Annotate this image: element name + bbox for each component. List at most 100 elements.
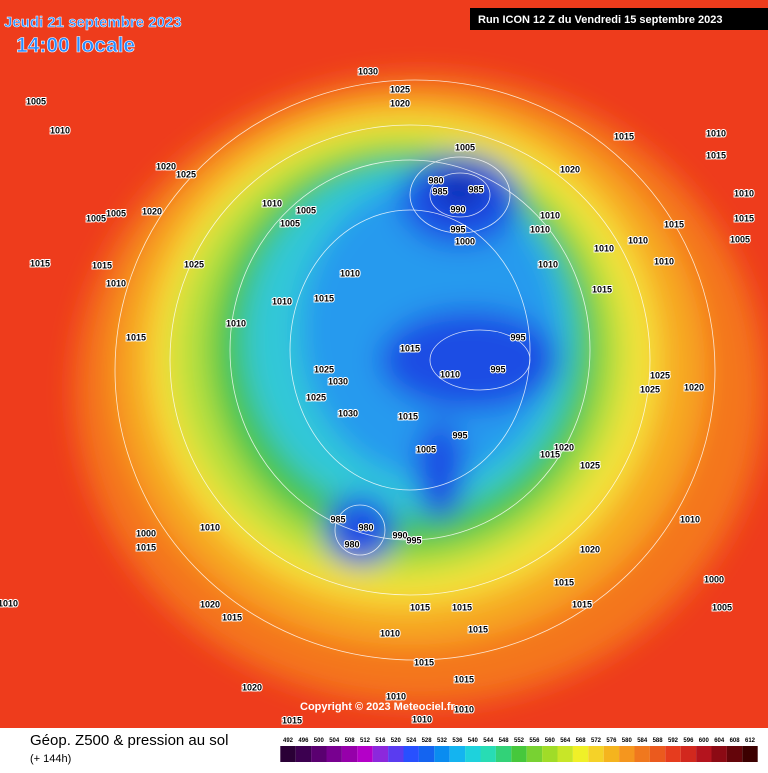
scale-swatch: [649, 746, 666, 762]
pressure-label: 1015: [554, 577, 574, 587]
pressure-label: 1025: [640, 384, 660, 394]
pressure-label: 1015: [572, 599, 592, 609]
scale-swatch: [280, 746, 296, 762]
pressure-label: 1005: [730, 234, 750, 244]
scale-label: 584: [637, 738, 648, 744]
pressure-label: 1010: [594, 243, 614, 253]
pressure-label: 1015: [222, 612, 242, 622]
pressure-label: 1005: [86, 213, 106, 223]
scale-label: 600: [699, 738, 710, 744]
pressure-label: 995: [510, 332, 525, 342]
scale-swatch: [665, 746, 681, 762]
pressure-label: 1020: [580, 544, 600, 554]
pressure-label: 1025: [580, 460, 600, 470]
scale-label: 508: [345, 738, 356, 744]
scale-label: 596: [683, 738, 694, 744]
scale-label: 504: [329, 738, 340, 744]
pressure-label: 1015: [664, 219, 684, 229]
scale-label: 524: [406, 738, 417, 744]
pressure-label: 990: [392, 530, 407, 540]
pressure-label: 990: [450, 204, 465, 214]
map-background: [0, 0, 768, 728]
scale-swatch: [711, 746, 727, 762]
scale-label: 516: [375, 738, 386, 744]
scale-label: 544: [483, 738, 494, 744]
pressure-labels: 1030102510201005101010201025100598598098…: [0, 65, 755, 726]
scale-label: 556: [529, 738, 540, 744]
forecast-date: Jeudi 21 septembre 2023: [4, 14, 182, 31]
pressure-label: 1005: [26, 96, 46, 106]
scale-label: 576: [606, 738, 617, 744]
pressure-label: 1020: [156, 161, 176, 171]
pressure-label: 1015: [30, 258, 50, 268]
pressure-label: 1010: [454, 704, 474, 714]
pressure-label: 1015: [540, 449, 560, 459]
pressure-label: 1010: [0, 598, 18, 608]
scale-swatch: [434, 746, 450, 762]
pressure-label: 1015: [136, 542, 156, 552]
pressure-label: 1005: [280, 218, 300, 228]
pressure-label: 1010: [680, 514, 700, 524]
pressure-label: 1005: [455, 142, 475, 152]
pressure-label: 1010: [654, 256, 674, 266]
scale-label: 520: [391, 738, 402, 744]
scale-label: 604: [714, 738, 725, 744]
scale-label: 540: [468, 738, 479, 744]
pressure-label: 1005: [416, 444, 436, 454]
pressure-label: 1010: [440, 369, 460, 379]
pressure-label: 1010: [50, 125, 70, 135]
scale-label: 592: [668, 738, 679, 744]
pressure-label: 1005: [712, 602, 732, 612]
scale-swatch: [588, 746, 604, 762]
pressure-label: 1015: [734, 213, 754, 223]
pressure-label: 1010: [628, 235, 648, 245]
scale-swatch: [495, 746, 512, 762]
scale-swatch: [465, 746, 481, 762]
scale-swatch: [341, 746, 358, 762]
pressure-label: 1030: [358, 66, 378, 76]
pressure-label: 1020: [684, 382, 704, 392]
scale-label: 552: [514, 738, 525, 744]
pressure-label: 1025: [176, 169, 196, 179]
pressure-label: 1025: [390, 84, 410, 94]
pressure-label: 1010: [380, 628, 400, 638]
scale-label: 560: [545, 738, 556, 744]
pressure-label: 1010: [272, 296, 292, 306]
forecast-time: 14:00 locale: [16, 34, 135, 57]
scale-label: 572: [591, 738, 602, 744]
pressure-label: 1020: [390, 98, 410, 108]
pressure-label: 1020: [142, 206, 162, 216]
scale-swatch: [418, 746, 435, 762]
pressure-label: 1025: [314, 364, 334, 374]
scale-swatch: [726, 746, 743, 762]
pressure-label: 1030: [328, 376, 348, 386]
pressure-label: 1015: [410, 602, 430, 612]
pressure-label: 995: [450, 224, 465, 234]
scale-label: 608: [730, 738, 741, 744]
scale-label: 492: [283, 738, 294, 744]
scale-swatch: [480, 746, 496, 762]
copyright: Copyright © 2023 Meteociel.fr: [300, 701, 456, 713]
pressure-label: 1015: [468, 624, 488, 634]
scale-swatch: [526, 746, 543, 762]
pressure-label: 1015: [454, 674, 474, 684]
pressure-label: 995: [490, 364, 505, 374]
pressure-label: 1010: [706, 128, 726, 138]
scale-swatch: [388, 746, 404, 762]
scale-label: 612: [745, 738, 756, 744]
scale-swatch: [542, 746, 558, 762]
pressure-label: 1010: [734, 188, 754, 198]
footer-subtitle: (+ 144h): [30, 753, 71, 765]
pressure-label: 1000: [136, 528, 156, 538]
pressure-label: 1010: [340, 268, 360, 278]
pressure-label: 1015: [400, 343, 420, 353]
scale-label: 548: [499, 738, 510, 744]
scale-swatch: [603, 746, 620, 762]
pressure-label: 1015: [414, 657, 434, 667]
pressure-label: 985: [468, 184, 483, 194]
pressure-label: 1015: [398, 411, 418, 421]
pressure-label: 1015: [126, 332, 146, 342]
scale-swatch: [619, 746, 635, 762]
pressure-label: 1015: [706, 150, 726, 160]
